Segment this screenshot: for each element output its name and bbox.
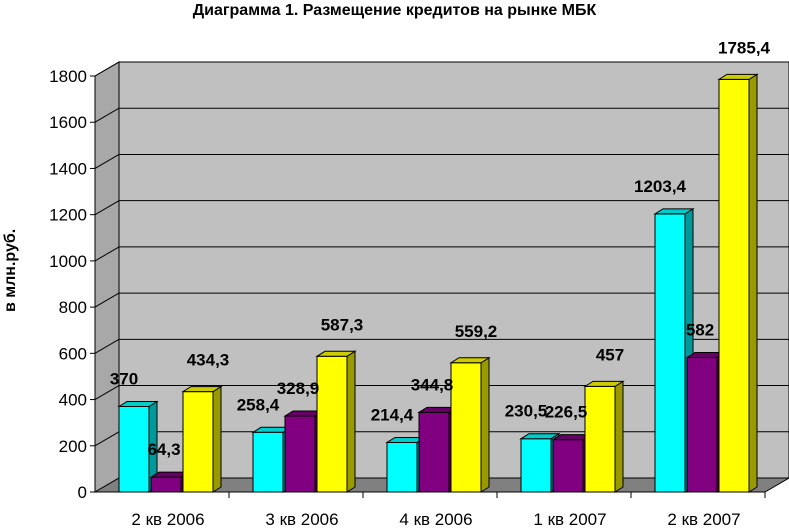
x-tick-label: 3 кв 2006: [265, 510, 338, 528]
bar-top: [449, 357, 491, 364]
y-tick-label: 1600: [49, 113, 87, 132]
bar-top: [519, 433, 561, 440]
data-label: 457: [596, 345, 624, 364]
data-label: 64,3: [147, 440, 180, 459]
bar: [150, 476, 182, 493]
data-label: 328,9: [277, 379, 320, 398]
gridline-side: [94, 385, 120, 400]
y-tick-label: 1800: [49, 67, 87, 86]
bar-top: [583, 380, 625, 387]
y-tick-label: 800: [59, 298, 87, 317]
y-tick-label: 200: [59, 437, 87, 456]
y-tick-label: 1000: [49, 252, 87, 271]
data-label: 214,4: [371, 405, 414, 424]
bar: [584, 385, 616, 493]
data-label: 230,5: [505, 402, 548, 421]
bar-top: [181, 386, 223, 393]
bar-side: [614, 380, 624, 493]
bar-side: [346, 350, 356, 493]
bar: [418, 411, 450, 493]
gridline-side: [94, 246, 120, 262]
bar-side: [212, 385, 222, 493]
bar: [654, 213, 686, 493]
data-label: 1785,4: [718, 38, 771, 57]
data-label: 434,3: [187, 351, 230, 370]
gridline-side: [94, 107, 120, 123]
data-label: 582: [686, 320, 714, 339]
bar: [386, 441, 418, 493]
gridline-side: [94, 154, 120, 169]
data-label: 258,4: [237, 395, 280, 414]
data-label: 226,5: [545, 403, 588, 422]
bar-side: [748, 73, 758, 493]
bar: [252, 431, 284, 493]
data-label: 587,3: [321, 315, 364, 334]
gridline-side: [94, 431, 120, 447]
gridline-side: [94, 292, 120, 308]
bar: [520, 438, 552, 493]
bar-side: [480, 356, 490, 493]
chart-title: Диаграмма 1. Размещение кредитов на рынк…: [192, 2, 597, 19]
bar: [718, 78, 750, 493]
gridline-side: [94, 61, 120, 77]
x-tick-label: 2 кв 2007: [667, 510, 740, 528]
data-label: 344,8: [411, 375, 454, 394]
bar-top: [653, 208, 695, 215]
bar-top: [315, 350, 357, 357]
gridline-side: [94, 338, 120, 354]
y-tick-label: 1200: [49, 206, 87, 225]
data-label: 370: [110, 369, 138, 388]
bar: [182, 391, 214, 493]
data-label: 559,2: [455, 322, 498, 341]
x-tick-label: 4 кв 2006: [399, 510, 472, 528]
data-label: 1203,4: [634, 177, 687, 196]
side-wall: [94, 61, 120, 493]
y-tick-label: 600: [59, 344, 87, 363]
x-tick-label: 1 кв 2007: [533, 510, 606, 528]
y-tick-label: 400: [59, 391, 87, 410]
bar: [552, 439, 584, 493]
bar-top: [717, 73, 759, 80]
bar: [316, 355, 348, 493]
bar: [450, 362, 482, 493]
bar-top: [117, 400, 159, 407]
gridline-side: [94, 200, 120, 216]
bar: [686, 356, 718, 493]
y-tick-label: 1400: [49, 159, 87, 178]
y-tick-label: 0: [78, 483, 87, 502]
x-tick-label: 2 кв 2006: [131, 510, 204, 528]
bar: [118, 405, 150, 493]
bar: [284, 415, 316, 493]
